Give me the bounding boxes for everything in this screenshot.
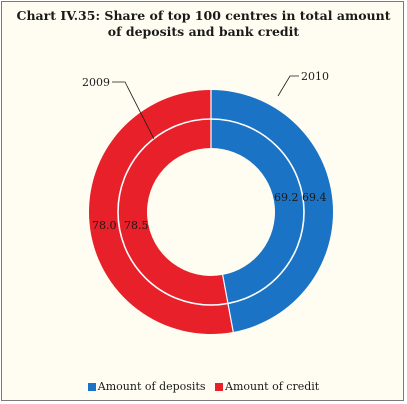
ring-label-2010: 2010 xyxy=(301,70,329,83)
legend-swatch-deposits xyxy=(87,382,96,391)
legend: Amount of deposits Amount of credit xyxy=(2,380,405,394)
callout-line-2009 xyxy=(112,81,155,140)
label-2010-credit: 78.0 xyxy=(92,219,117,232)
slice-divider-bottom xyxy=(222,274,234,333)
legend-label-deposits: Amount of deposits xyxy=(97,380,206,393)
callout-line-2010 xyxy=(277,75,299,97)
ring-label-2009: 2009 xyxy=(82,76,110,89)
label-2010-deposits: 69.4 xyxy=(302,191,327,204)
label-2009-credit: 78.5 xyxy=(124,219,149,232)
chart-title-line2: of deposits and bank credit xyxy=(107,24,300,39)
chart-title: Chart IV.35: Share of top 100 centres in… xyxy=(2,8,405,40)
chart-title-line1: Chart IV.35: Share of top 100 centres in… xyxy=(16,8,391,23)
legend-label-credit: Amount of credit xyxy=(225,380,320,393)
outer-slice-credit xyxy=(88,90,234,334)
outer-slice-deposits xyxy=(211,90,333,332)
legend-item-credit: Amount of credit xyxy=(215,380,319,393)
legend-item-deposits: Amount of deposits xyxy=(87,380,206,393)
legend-swatch-credit xyxy=(215,382,224,391)
label-2009-deposits: 69.2 xyxy=(274,191,299,204)
